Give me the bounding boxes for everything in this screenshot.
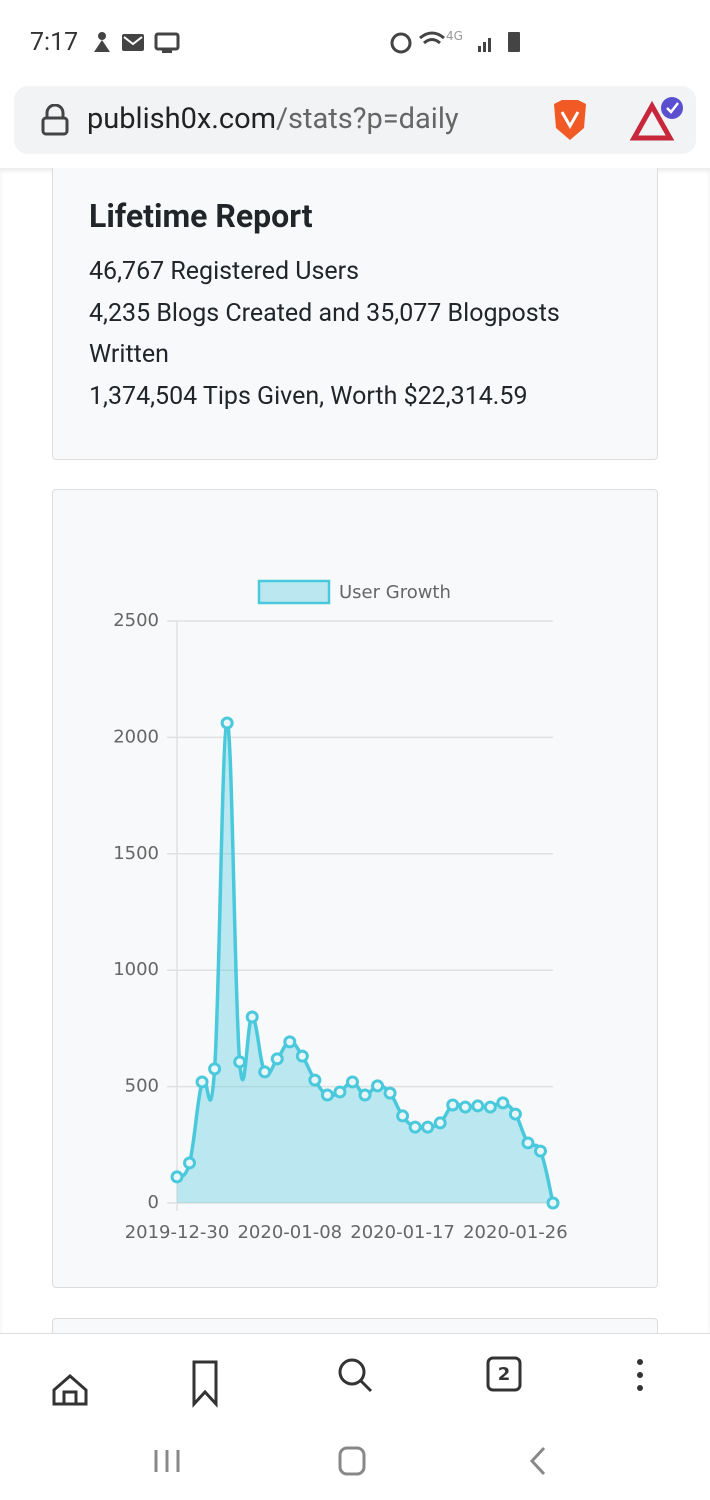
point — [283, 1035, 297, 1049]
network-type: 4G — [446, 29, 463, 43]
status-icons-left — [94, 32, 180, 53]
point — [233, 1055, 247, 1069]
bookmark-button[interactable] — [192, 1360, 218, 1408]
legend-label: User Growth — [339, 582, 451, 603]
nav-icons: 2 — [52, 1356, 643, 1476]
lock-icon — [41, 104, 69, 136]
point — [496, 1096, 510, 1110]
point — [208, 1062, 222, 1076]
lifetime-report-card: Lifetime Report 46,767 Registered Users … — [52, 168, 658, 460]
x-tick-label: 2019-12-30 — [125, 1222, 230, 1243]
point — [258, 1065, 272, 1079]
point — [371, 1079, 385, 1093]
point — [170, 1170, 184, 1184]
url: publish0x.com/stats?p=daily — [87, 102, 459, 136]
report-line: 46,767 Registered Users — [89, 257, 360, 286]
bottom-bar: 2 — [0, 1333, 710, 1500]
url-host: publish0x.com — [87, 102, 277, 136]
point — [471, 1099, 485, 1113]
status-icons-right: 4G — [390, 29, 520, 54]
point — [245, 1010, 259, 1024]
point — [421, 1120, 435, 1134]
point — [220, 716, 234, 730]
point — [408, 1120, 422, 1134]
chart: 0 500 1000 1500 2000 2500 2019-12-30 2020-01-08… — [113, 579, 568, 1243]
point — [308, 1073, 322, 1087]
url-path: /stats?p=daily — [276, 102, 459, 136]
point — [508, 1107, 522, 1121]
home-nav[interactable] — [338, 1446, 366, 1476]
point — [320, 1088, 334, 1102]
point — [345, 1075, 359, 1089]
home-button[interactable] — [52, 1374, 88, 1406]
report-title: Lifetime Report — [89, 197, 313, 235]
point — [533, 1144, 547, 1158]
report-line: 1,374,504 Tips Given, Worth $22,314.59 — [89, 381, 528, 411]
back-nav[interactable] — [529, 1446, 546, 1476]
point — [546, 1196, 560, 1210]
legend-swatch — [257, 579, 331, 605]
browser-icons[interactable] — [548, 96, 698, 146]
status-bar: 7:17 4G — [0, 0, 710, 84]
report-lines: 46,767 Registered Users 4,235 Blogs Crea… — [89, 251, 629, 417]
point — [195, 1075, 209, 1089]
y-tick-label: 0 — [148, 1192, 159, 1213]
x-tick-label: 2020-01-17 — [350, 1222, 455, 1243]
tabs-button[interactable] — [486, 1356, 522, 1392]
page-content: Lifetime Report 46,767 Registered Users … — [0, 168, 710, 1333]
point — [183, 1156, 197, 1170]
time: 7:17 — [30, 28, 79, 57]
chart-card: 0 500 1000 1500 2000 2500 2019-12-30 2020-01-08… — [52, 489, 658, 1288]
point — [521, 1136, 535, 1150]
next-card — [52, 1318, 658, 1333]
y-tick-label: 2500 — [113, 610, 159, 631]
point — [383, 1086, 397, 1100]
y-tick-label: 500 — [125, 1076, 159, 1097]
point — [358, 1088, 372, 1102]
url-bar[interactable]: publish0x.com/stats?p=daily — [14, 86, 696, 154]
point — [458, 1100, 472, 1114]
point — [333, 1085, 347, 1099]
point — [270, 1052, 284, 1066]
point — [483, 1100, 497, 1114]
y-tick-label: 1500 — [113, 843, 159, 864]
report-line: 4,235 Blogs Created and 35,077 Blogposts… — [89, 298, 560, 370]
area — [177, 722, 553, 1203]
point — [396, 1109, 410, 1123]
point — [446, 1098, 460, 1112]
y-tick-label: 2000 — [113, 726, 159, 747]
x-tick-label: 2020-01-26 — [463, 1222, 568, 1243]
point — [295, 1049, 309, 1063]
point — [433, 1116, 447, 1130]
y-tick-label: 1000 — [113, 959, 159, 980]
x-tick-label: 2020-01-08 — [237, 1222, 342, 1243]
tab-count: 2 — [498, 1364, 511, 1385]
search-button[interactable] — [338, 1358, 366, 1386]
